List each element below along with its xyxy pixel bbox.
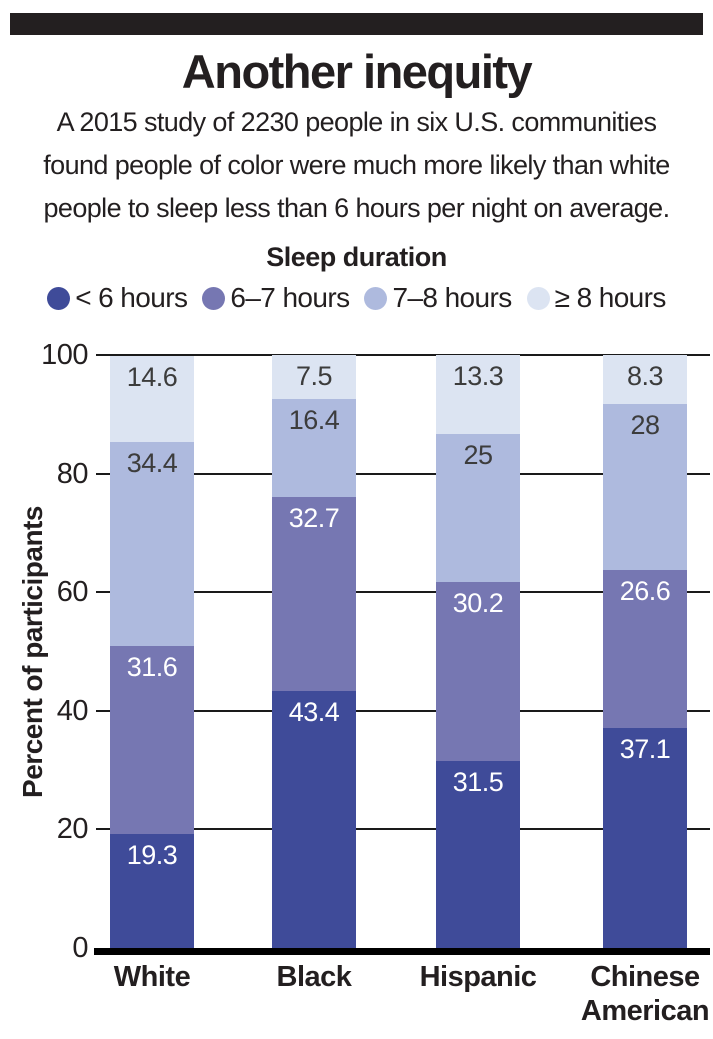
subtitle-line-3: people to sleep less than 6 hours per ni… xyxy=(43,193,671,223)
y-tick-label: 60 xyxy=(56,576,89,609)
gridline-80 xyxy=(96,472,710,475)
value-label: 32.7 xyxy=(288,502,340,533)
value-label: 31.5 xyxy=(452,767,504,798)
value-label: 25 xyxy=(463,439,493,470)
y-tick-label: 20 xyxy=(56,813,89,846)
bar-segment-white-3 xyxy=(110,442,194,647)
bar-segment-white-2 xyxy=(110,646,194,834)
value-label: 28 xyxy=(630,410,660,441)
bar-segment-chinese-american-2 xyxy=(603,570,687,728)
gridline-20 xyxy=(96,828,710,831)
figure-title: Another inequity xyxy=(181,45,533,98)
value-label: 7.5 xyxy=(295,361,333,391)
y-axis-label: Percent of participants xyxy=(17,506,48,798)
legend-item: 6–7 hours xyxy=(202,282,350,314)
legend-item-label: < 6 hours xyxy=(75,282,188,313)
value-label: 43.4 xyxy=(288,696,340,727)
legend-swatch-icon xyxy=(202,286,226,310)
legend-item-label: 7–8 hours xyxy=(392,282,512,313)
gridline-60 xyxy=(96,591,710,594)
value-label: 13.3 xyxy=(452,361,504,391)
category-label-chinese-american: Chinese American xyxy=(580,961,710,1027)
bar-segment-hispanic-3 xyxy=(436,433,520,583)
value-label: 8.3 xyxy=(626,361,664,391)
y-tick-label: 0 xyxy=(72,932,88,964)
bar-segment-black-2 xyxy=(272,496,356,691)
value-label: 14.6 xyxy=(126,361,178,392)
value-label: 34.4 xyxy=(126,448,178,479)
legend-item: 7–8 hours xyxy=(364,282,512,314)
x-axis-baseline xyxy=(94,948,710,955)
gridline-100 xyxy=(96,354,710,356)
value-label: 31.6 xyxy=(126,652,178,683)
bar-segment-hispanic-1 xyxy=(436,761,520,948)
y-tick-label: 100 xyxy=(41,339,88,371)
gridline-40 xyxy=(96,709,710,712)
bar-segment-white-1 xyxy=(110,833,194,948)
value-label: 26.6 xyxy=(619,576,671,607)
chart-legend: < 6 hours 6–7 hours 7–8 hours ≥ 8 hours xyxy=(0,281,713,315)
y-tick-label: 40 xyxy=(56,694,89,727)
bar-segment-black-3 xyxy=(272,399,356,497)
bar-segment-black-1 xyxy=(272,690,356,948)
bar-segment-black-4 xyxy=(272,355,356,400)
figure-subtitle: A 2015 study of 2230 people in six U.S. … xyxy=(0,101,713,230)
y-tick-label: 80 xyxy=(56,457,89,490)
value-label: 16.4 xyxy=(288,405,340,436)
bar-segment-white-4 xyxy=(110,355,194,443)
value-label: 19.3 xyxy=(126,839,178,870)
legend-item: ≥ 8 hours xyxy=(526,282,667,314)
legend-item: < 6 hours xyxy=(47,282,188,314)
subtitle-line-2: found people of color were much more lik… xyxy=(43,150,670,180)
subtitle-line-1: A 2015 study of 2230 people in six U.S. … xyxy=(56,107,657,137)
bar-segment-chinese-american-4 xyxy=(603,355,687,405)
legend-item-label: ≥ 8 hours xyxy=(554,282,667,313)
legend-swatch-icon xyxy=(364,286,388,310)
legend-swatch-icon xyxy=(526,286,550,310)
top-rule-divider xyxy=(10,13,703,35)
value-label: 30.2 xyxy=(452,588,504,619)
value-label: 37.1 xyxy=(619,733,671,764)
bar-segment-chinese-american-3 xyxy=(603,404,687,571)
category-label-hispanic: Hispanic xyxy=(419,961,537,993)
bar-segment-hispanic-4 xyxy=(436,355,520,434)
bar-segment-chinese-american-1 xyxy=(603,727,687,948)
legend-title: Sleep duration xyxy=(266,242,447,272)
legend-swatch-icon xyxy=(47,286,71,310)
bar-segment-hispanic-2 xyxy=(436,582,520,762)
category-label-white: White xyxy=(113,961,191,993)
legend-item-label: 6–7 hours xyxy=(230,282,350,313)
category-label-black: Black xyxy=(276,961,352,993)
